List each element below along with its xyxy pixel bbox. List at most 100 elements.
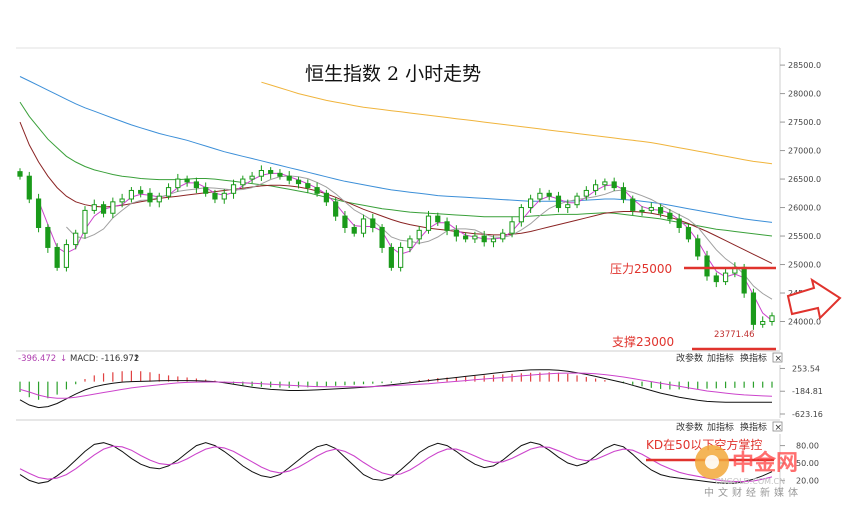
candle-down <box>26 175 32 200</box>
kd-tick-label: 80.00 <box>796 442 819 451</box>
candle <box>398 242 404 272</box>
candle-up <box>537 192 543 200</box>
macd-close-button[interactable]: × <box>775 354 783 364</box>
candle-down <box>203 187 209 194</box>
candle <box>333 197 339 221</box>
candle-down <box>286 175 292 181</box>
candle-up <box>91 204 97 211</box>
candle <box>268 167 274 179</box>
candle <box>704 250 710 281</box>
candle <box>500 228 506 243</box>
price-tick-label: 25000.0 <box>788 261 821 270</box>
dif-value: -396.472 <box>18 354 56 364</box>
macd-lines <box>19 369 773 409</box>
candle-up <box>249 175 255 180</box>
candle <box>667 208 673 224</box>
candle <box>360 214 367 238</box>
candle-up <box>128 189 135 200</box>
candle <box>388 243 394 271</box>
candle <box>91 199 97 214</box>
macd-dea-line <box>19 372 773 399</box>
candle-down <box>138 189 144 194</box>
candle <box>472 231 478 243</box>
candle <box>769 312 775 326</box>
candle <box>212 189 218 204</box>
down-arrow-icon: ↓ <box>60 354 67 364</box>
candle-down <box>333 201 339 217</box>
macd-add-indicator-button[interactable]: 加指标 <box>707 352 734 364</box>
kd-axis-ticks: 80.00 50.00 20.00 <box>780 442 819 485</box>
candle <box>138 186 144 198</box>
candle <box>602 178 608 191</box>
macd-tick-label: -623.16 <box>792 410 823 419</box>
macd-axis-ticks: 253.54 -184.81 -623.16 <box>780 364 823 419</box>
kd-change-params-button[interactable]: 改参数 <box>676 421 703 433</box>
macd-tick-label: 253.54 <box>792 364 820 373</box>
candle-down <box>35 198 42 228</box>
candle-up <box>648 207 654 211</box>
candle <box>407 235 413 253</box>
moving-average-line <box>261 81 773 165</box>
candle <box>54 243 60 271</box>
candle <box>63 239 70 272</box>
candle <box>639 206 645 216</box>
candle-up <box>722 272 729 283</box>
candle <box>26 171 32 204</box>
macd-histogram <box>19 370 773 400</box>
price-tick-label: 28500.0 <box>788 61 821 70</box>
candle-up <box>360 218 367 234</box>
price-tick-label: 26500.0 <box>788 175 821 184</box>
candle <box>203 182 209 197</box>
candle <box>574 192 580 209</box>
candle <box>490 235 497 248</box>
candle-up <box>565 204 571 209</box>
kd-lines <box>19 441 773 484</box>
candle <box>370 213 376 233</box>
kd-switch-indicator-button[interactable]: 换指标 <box>740 421 767 433</box>
candle <box>630 195 636 216</box>
macd-tick-label: -184.81 <box>792 387 823 396</box>
candle-down <box>667 212 673 220</box>
candle <box>518 204 524 227</box>
price-tick-label: 28000.0 <box>788 90 821 99</box>
moving-average-line <box>19 101 773 237</box>
kd-add-indicator-button[interactable]: 加指标 <box>707 421 734 433</box>
candle-down <box>620 187 627 200</box>
candle <box>546 189 552 201</box>
macd-change-params-button[interactable]: 改参数 <box>676 352 703 364</box>
moving-average-line <box>19 121 773 264</box>
candle-up <box>425 215 432 231</box>
candle <box>565 199 571 214</box>
candle-down <box>546 192 552 197</box>
cngold-logo-inner <box>705 455 719 469</box>
candle-down <box>100 204 107 214</box>
candle <box>258 165 264 181</box>
low-value-label: 23771.46 <box>714 330 755 340</box>
kd-close-button[interactable]: × <box>775 423 783 433</box>
macd-switch-indicator-button[interactable]: 换指标 <box>740 352 767 364</box>
candle-down <box>277 172 283 177</box>
candle <box>463 232 469 243</box>
candle-up <box>490 238 497 243</box>
candle-up <box>509 221 515 234</box>
chart-title: 恒生指数 2 小时走势 <box>305 63 481 85</box>
candle-down <box>351 226 357 234</box>
candle <box>230 179 237 199</box>
candle <box>444 217 450 236</box>
candle-down <box>463 235 469 240</box>
candle-up <box>156 195 162 203</box>
candle <box>184 175 190 187</box>
watermark-url: CNGOLD.COM.CN <box>715 477 785 486</box>
moving-average-line <box>19 76 773 223</box>
candle-up <box>472 235 478 240</box>
price-tick-label: 26000.0 <box>788 204 821 213</box>
candle-down <box>685 226 692 240</box>
candle-up <box>583 189 589 197</box>
candle-down <box>212 192 218 200</box>
candle-down <box>379 226 385 248</box>
candle <box>100 201 107 218</box>
candle <box>509 216 515 238</box>
candle-up <box>258 170 264 177</box>
candle <box>620 182 627 204</box>
